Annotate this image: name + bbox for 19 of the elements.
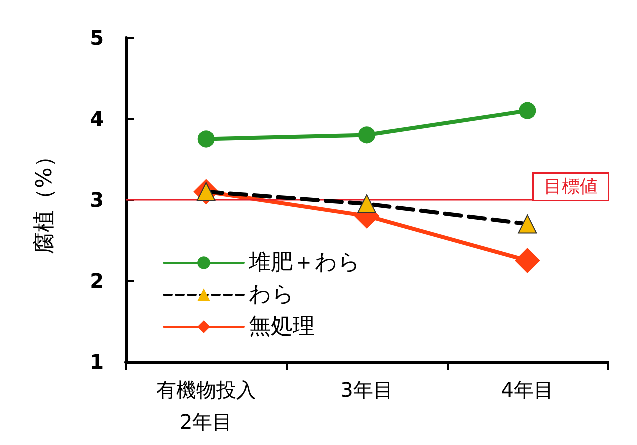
y-tick-label: 2 <box>90 269 104 293</box>
legend-label: 無処理 <box>249 314 315 340</box>
x-tick-label: 4年目 <box>501 378 554 402</box>
point <box>518 214 538 234</box>
point <box>519 102 536 120</box>
y-tick-label: 1 <box>90 350 104 374</box>
y-axis-title: 腐植（%） <box>32 146 58 254</box>
point <box>358 126 376 144</box>
x-tick-label: 3年目 <box>340 378 394 402</box>
point <box>515 248 540 274</box>
y-tick-label: 3 <box>90 188 104 212</box>
x-tick-label: 有機物投入 2年目 <box>156 378 256 434</box>
ref-line-label: 目標値 <box>544 176 598 198</box>
point <box>198 130 215 148</box>
point <box>358 194 376 214</box>
legend-label: 堆肥＋わら <box>248 250 361 276</box>
y-tick-label: 4 <box>90 107 104 131</box>
y-tick-label: 5 <box>90 26 104 50</box>
legend-label: わら <box>249 282 295 308</box>
